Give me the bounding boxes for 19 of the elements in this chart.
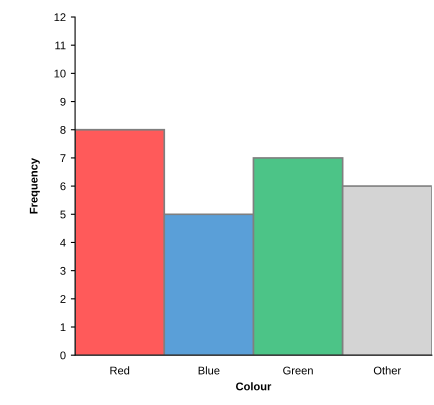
y-tick-label: 2: [60, 295, 66, 303]
y-tick-label: 6: [60, 182, 66, 190]
y-tick-label: 9: [60, 98, 66, 106]
y-axis-title: Frequency: [30, 158, 40, 214]
y-tick-label: 0: [60, 351, 66, 360]
x-tick-label: Other: [374, 366, 401, 374]
y-tick-label: 11: [55, 42, 66, 50]
y-tick-label: 12: [54, 13, 66, 22]
x-tick-label: Red: [110, 366, 130, 374]
x-tick-label: Blue: [198, 366, 220, 374]
y-tick-label: 5: [60, 210, 66, 218]
y-tick-label: 4: [60, 238, 66, 246]
y-tick-label: 7: [60, 154, 66, 162]
y-tick-label: 1: [60, 323, 66, 332]
x-axis-title: Colour: [236, 382, 272, 390]
y-tick-label: 8: [60, 126, 66, 134]
y-tick-label: 10: [54, 70, 66, 78]
y-tick-label: 3: [60, 266, 66, 275]
x-tick-label: Green: [283, 366, 313, 374]
